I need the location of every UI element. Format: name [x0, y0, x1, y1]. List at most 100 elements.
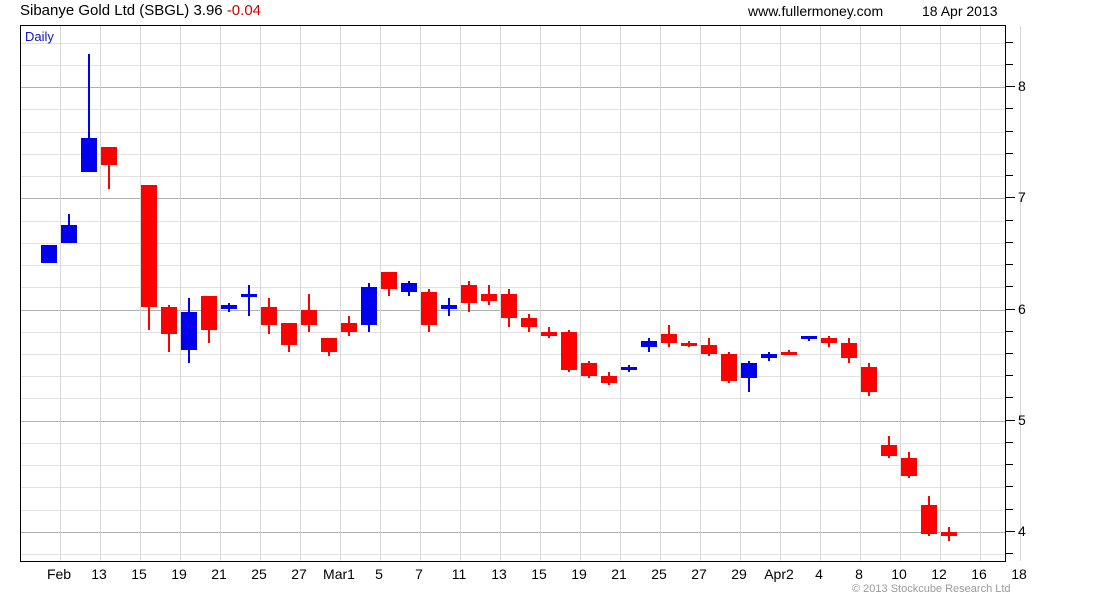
gridline-vertical [420, 26, 421, 561]
gridline-vertical [220, 26, 221, 561]
gridline-horizontal [21, 198, 1005, 200]
gridline-vertical [700, 26, 701, 561]
candle-body [601, 376, 617, 383]
gridline-vertical [580, 26, 581, 561]
candle-body [81, 138, 97, 172]
candle-body [721, 353, 737, 381]
candle-body [421, 291, 437, 326]
candle-body [221, 305, 237, 310]
gridline-horizontal [21, 42, 1005, 44]
source-website: www.fullermoney.com [748, 3, 884, 19]
x-axis-label: 11 [451, 566, 467, 582]
candle-body [681, 342, 697, 346]
candle-body [241, 293, 257, 297]
x-axis-label: 8 [855, 566, 863, 582]
candle-body [201, 296, 217, 330]
y-axis-tick [1006, 330, 1013, 332]
gridline-horizontal [21, 465, 1005, 467]
gridline-vertical [540, 26, 541, 561]
gridline-horizontal [21, 531, 1005, 533]
x-axis-label: 21 [211, 566, 227, 582]
y-axis-tick [1006, 553, 1013, 555]
candle-body [801, 336, 817, 340]
x-axis-label: Apr2 [764, 566, 794, 582]
candlestick-series [21, 26, 1005, 561]
y-axis-label: 8 [1018, 78, 1026, 95]
x-axis: Feb 13 15 19 21 25 27 Mar1 5 7 11 13 15 19 21 25 27 29 Apr… [0, 562, 1100, 600]
y-axis-tick [1006, 419, 1015, 421]
y-axis-label: 4 [1018, 522, 1026, 539]
gridline-vertical [860, 26, 861, 561]
candle-body [841, 342, 857, 359]
y-axis-tick [1006, 441, 1013, 443]
candle-body [821, 338, 837, 343]
gridline-horizontal [21, 87, 1005, 89]
y-axis-tick [1006, 86, 1015, 88]
candle-body [61, 225, 77, 243]
instrument-title: Sibanye Gold Ltd (SBGL) 3.96 -0.04 [20, 2, 261, 19]
gridline-horizontal [21, 420, 1005, 422]
gridline-horizontal [21, 265, 1005, 267]
x-axis-label: 12 [931, 566, 947, 582]
gridline-horizontal [21, 242, 1005, 244]
candle-wick [88, 53, 90, 172]
x-axis-label: 4 [815, 566, 823, 582]
x-axis-label: 13 [91, 566, 107, 582]
gridline-horizontal [21, 509, 1005, 511]
x-axis-label: 25 [251, 566, 267, 582]
candle-body [881, 445, 897, 457]
gridline-vertical [1020, 26, 1021, 561]
chart-date: 18 Apr 2013 [922, 3, 998, 19]
candle-wick [248, 285, 250, 317]
gridline-vertical [740, 26, 741, 561]
x-axis-label: 15 [531, 566, 547, 582]
y-axis-tick [1006, 508, 1013, 510]
y-axis-tick [1006, 397, 1013, 399]
gridline-horizontal [21, 64, 1005, 66]
gridline-vertical [620, 26, 621, 561]
gridline-horizontal [21, 442, 1005, 444]
x-axis-label: 27 [691, 566, 707, 582]
candle-body [921, 505, 937, 535]
candle-body [541, 331, 557, 337]
gridline-vertical [660, 26, 661, 561]
y-axis-tick [1006, 375, 1013, 377]
y-axis-tick [1006, 41, 1013, 43]
gridline-horizontal [21, 176, 1005, 178]
x-axis-label: 29 [731, 566, 747, 582]
chart-plot-area[interactable]: Daily [20, 25, 1021, 562]
x-axis-label: 25 [651, 566, 667, 582]
y-axis-tick [1006, 308, 1015, 310]
gridline-vertical [140, 26, 141, 561]
gridline-vertical [980, 26, 981, 561]
candle-body [561, 331, 577, 370]
y-axis-label: 6 [1018, 300, 1026, 317]
gridline-vertical [940, 26, 941, 561]
gridline-horizontal [21, 131, 1005, 133]
candle-body [261, 307, 277, 326]
candle-body [621, 367, 637, 371]
candle-body [781, 351, 797, 355]
gridline-vertical [300, 26, 301, 561]
gridline-vertical [380, 26, 381, 561]
period-label: Daily [25, 29, 54, 44]
candle-body [701, 345, 717, 354]
gridline-horizontal [21, 353, 1005, 355]
gridline-vertical [180, 26, 181, 561]
y-axis-tick [1006, 264, 1013, 266]
x-axis-label: 18 [1011, 566, 1027, 582]
candle-body [281, 322, 297, 346]
candle-body [861, 367, 877, 392]
gridline-horizontal [21, 153, 1005, 155]
candle-body [301, 309, 317, 326]
gridline-vertical [260, 26, 261, 561]
x-axis-label: 19 [571, 566, 587, 582]
x-axis-label: Mar1 [323, 566, 355, 582]
candle-body [341, 322, 357, 332]
candle-body [941, 531, 957, 537]
chart-gridlines [21, 26, 1021, 561]
y-axis-tick [1006, 286, 1013, 288]
y-axis-tick [1006, 486, 1013, 488]
x-axis-label: 21 [611, 566, 627, 582]
gridline-horizontal [21, 398, 1005, 400]
